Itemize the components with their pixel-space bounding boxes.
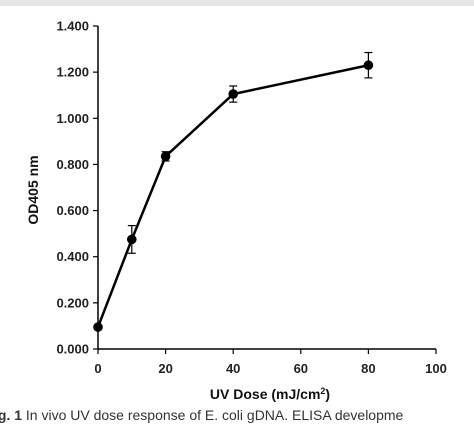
x-tick-label: 80 bbox=[361, 361, 375, 376]
axes bbox=[97, 26, 436, 350]
data-point bbox=[228, 89, 238, 99]
figure-caption: ig. 1 In vivo UV dose response of E. col… bbox=[0, 407, 474, 423]
data-point bbox=[93, 322, 103, 332]
x-tick-label: 100 bbox=[425, 361, 447, 376]
x-axis-ticks: 0 20 40 60 80 100 bbox=[94, 349, 447, 376]
line-chart: 0.000 0.200 0.400 0.600 0.800 1.000 1.200 1.400… bbox=[25, 19, 447, 403]
y-tick-label: 0.200 bbox=[56, 295, 89, 310]
x-axis-title: UV Dose (mJ/cm2) bbox=[210, 386, 330, 402]
series-line bbox=[96, 63, 369, 328]
data-point bbox=[160, 151, 171, 162]
x-tick-label: 60 bbox=[294, 361, 308, 376]
x-tick-label: 20 bbox=[158, 361, 172, 376]
x-tick-label: 0 bbox=[94, 361, 101, 376]
top-border-strip bbox=[0, 0, 474, 6]
y-tick-label: 1.200 bbox=[56, 65, 89, 80]
figure-caption-text: In vivo UV dose response of E. coli gDNA… bbox=[25, 407, 404, 423]
y-tick-label: 1.000 bbox=[56, 111, 89, 126]
y-tick-label: 0.800 bbox=[56, 157, 89, 172]
data-point bbox=[127, 234, 137, 245]
figure-label: ig. 1 bbox=[0, 407, 23, 423]
x-tick-label: 40 bbox=[226, 361, 240, 376]
y-axis-ticks: 0.000 0.200 0.400 0.600 0.800 1.000 1.200 1.400 bbox=[56, 19, 98, 357]
y-tick-label: 0.600 bbox=[56, 203, 89, 218]
y-axis-title: OD405 nm bbox=[25, 155, 41, 224]
y-tick-label: 0.000 bbox=[56, 342, 89, 357]
y-tick-label: 0.400 bbox=[56, 249, 89, 264]
data-point bbox=[363, 60, 374, 71]
y-tick-label: 1.400 bbox=[56, 19, 89, 34]
data-series bbox=[93, 51, 374, 332]
